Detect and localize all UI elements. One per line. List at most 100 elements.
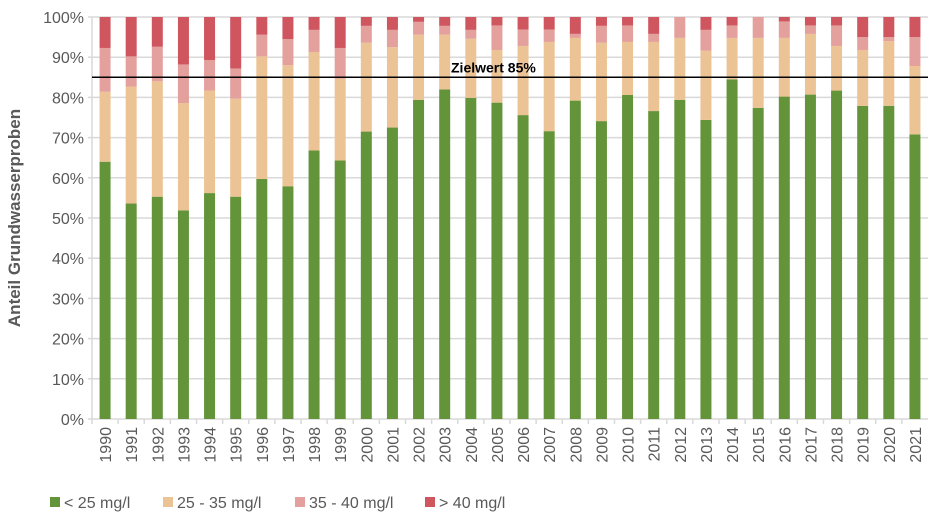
- bar-segment-2000-s2: [360, 25, 372, 43]
- bar-segment-1990-s0: [99, 161, 111, 419]
- bar-segment-2009-s2: [595, 25, 607, 43]
- y-tick-label: 50%: [52, 211, 84, 228]
- bar-segment-2004-s2: [465, 29, 477, 39]
- y-tick-label: 100%: [43, 10, 84, 27]
- bar-segment-2006-s2: [517, 29, 529, 46]
- bar-segment-1999-s0: [334, 160, 346, 419]
- x-tick-label: 2008: [568, 427, 585, 463]
- y-tick-label: 80%: [52, 90, 84, 107]
- bar-segment-1997-s3: [282, 17, 294, 40]
- target-line-label: Zielwert 85%: [451, 59, 536, 75]
- x-tick-label: 2018: [830, 427, 847, 463]
- bar-segment-1995-s0: [230, 196, 242, 419]
- bar-segment-2002-s2: [413, 21, 425, 35]
- x-axis-ticks: 1990 1991 1992 1993 1994 1995 1996 1997 1998 1999…: [91, 419, 925, 463]
- bar-segment-2010-s3: [622, 17, 634, 26]
- bar-segment-1994-s3: [204, 17, 216, 61]
- bar-segment-2019-s2: [857, 37, 869, 50]
- bar-segment-2012-s1: [674, 37, 686, 100]
- bar-segment-2004-s1: [465, 38, 477, 98]
- legend-label-2: 35 - 40 mg/l: [309, 495, 393, 512]
- bar-segment-2009-s1: [595, 42, 607, 122]
- bar-segment-1995-s1: [230, 98, 242, 197]
- bar-segment-2005-s2: [491, 25, 503, 50]
- x-tick-label: 1990: [98, 427, 115, 463]
- bar-segment-2014-s2: [726, 25, 738, 38]
- bar-segment-1998-s1: [308, 51, 320, 151]
- bar-segment-1997-s0: [282, 186, 294, 419]
- legend-label-1: 25 - 35 mg/l: [177, 495, 261, 512]
- bar-segment-2006-s3: [517, 17, 529, 30]
- x-tick-label: 2015: [751, 427, 768, 463]
- bar-segment-2018-s2: [831, 25, 843, 46]
- bar-segment-2020-s0: [883, 105, 895, 419]
- bar-segment-2021-s0: [909, 134, 921, 419]
- bar-segment-1996-s2: [256, 34, 268, 57]
- bar-segment-2013-s0: [700, 119, 712, 420]
- bar-segment-2021-s3: [909, 17, 921, 38]
- bar-segment-2010-s1: [622, 41, 634, 95]
- bar-segment-2003-s0: [439, 89, 451, 420]
- y-tick-label: 30%: [52, 291, 84, 308]
- y-tick-label: 60%: [52, 171, 84, 188]
- x-tick-label: 2001: [385, 427, 402, 463]
- bar-segment-1990-s1: [99, 91, 111, 162]
- bar-segment-2007-s3: [543, 17, 555, 30]
- bar-segment-1992-s2: [151, 46, 163, 82]
- x-tick-label: 1993: [176, 427, 193, 463]
- bar-segment-2016-s1: [778, 37, 790, 97]
- x-tick-label: 1994: [203, 427, 220, 463]
- bar-segment-2002-s1: [413, 34, 425, 100]
- bar-segment-2013-s3: [700, 17, 712, 30]
- bar-segment-2014-s0: [726, 79, 738, 419]
- x-tick-label: 2019: [856, 427, 873, 463]
- legend-swatch-2: [295, 497, 305, 507]
- bar-segment-2007-s1: [543, 41, 555, 132]
- bar-segment-2012-s0: [674, 99, 686, 419]
- y-axis-label: Anteil Grundwasserproben: [5, 109, 24, 327]
- bar-segment-2002-s3: [413, 17, 425, 22]
- x-tick-label: 2006: [516, 427, 533, 463]
- bar-segment-2007-s0: [543, 131, 555, 419]
- bar-segment-1997-s2: [282, 39, 294, 66]
- bar-segment-1992-s1: [151, 81, 163, 197]
- bar-segment-2005-s0: [491, 102, 503, 419]
- bar-segment-2015-s1: [752, 37, 764, 108]
- x-tick-label: 2002: [412, 427, 429, 463]
- bar-segment-2013-s1: [700, 50, 712, 120]
- bar-segment-2015-s2: [752, 17, 764, 38]
- bar-segment-2008-s3: [569, 17, 581, 34]
- y-tick-label: 0%: [61, 412, 84, 429]
- bar-segment-2016-s2: [778, 21, 790, 38]
- x-tick-label: 2014: [725, 427, 742, 463]
- legend-label-3: > 40 mg/l: [439, 495, 505, 512]
- bar-segment-1997-s1: [282, 65, 294, 187]
- bar-segment-2019-s3: [857, 17, 869, 38]
- x-tick-label: 2010: [621, 427, 638, 463]
- bar-segment-1995-s2: [230, 68, 242, 99]
- x-tick-label: 2021: [908, 427, 925, 463]
- bar-segment-1998-s0: [308, 150, 320, 420]
- bar-segment-1993-s2: [177, 64, 189, 104]
- bar-segment-2004-s0: [465, 97, 477, 419]
- x-tick-label: 1996: [255, 427, 272, 463]
- bar-segment-2021-s1: [909, 66, 921, 135]
- legend-swatch-3: [425, 497, 435, 507]
- bar-segment-2017-s2: [804, 25, 816, 34]
- bar-segment-2003-s2: [439, 25, 451, 35]
- x-tick-label: 2020: [882, 427, 899, 463]
- bar-segment-2020-s2: [883, 37, 895, 42]
- bar-segment-1991-s2: [125, 56, 137, 87]
- x-tick-label: 2012: [673, 427, 690, 463]
- bar-segment-2006-s0: [517, 115, 529, 419]
- legend-label-0: < 25 mg/l: [64, 495, 130, 512]
- bars: [99, 17, 921, 420]
- bar-segment-2006-s1: [517, 45, 529, 116]
- bar-segment-1996-s3: [256, 17, 268, 35]
- bar-segment-1991-s3: [125, 17, 137, 57]
- bar-segment-2018-s1: [831, 45, 843, 91]
- bar-segment-1998-s3: [308, 17, 320, 30]
- bar-segment-2003-s3: [439, 17, 451, 26]
- bar-segment-2017-s0: [804, 94, 816, 419]
- legend: < 25 mg/l 25 - 35 mg/l 35 - 40 mg/l > 40 mg…: [50, 495, 505, 512]
